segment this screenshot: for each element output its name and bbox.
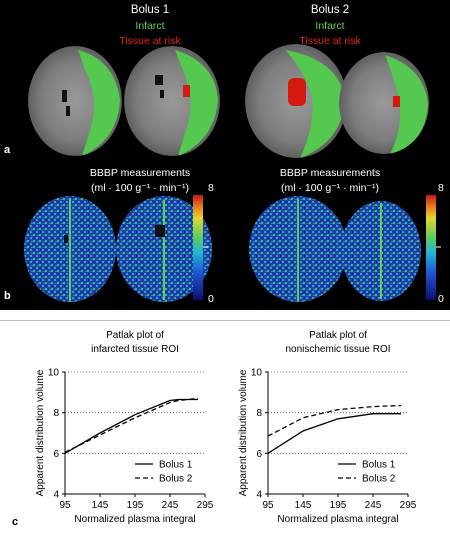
panel-b-label: b — [4, 290, 11, 302]
x-tick-label: 295 — [197, 500, 214, 511]
legend-risk-1: Tissue at risk — [119, 35, 181, 47]
x-axis-label: Normalized plasma integral — [277, 514, 398, 525]
bolus1-title: Bolus 1 — [130, 4, 170, 16]
y-tick-label: 10 — [48, 368, 60, 379]
y-tick-label: 4 — [53, 490, 59, 501]
legend-label: Bolus 2 — [362, 474, 396, 485]
y-tick-label: 6 — [256, 449, 262, 460]
brain-a3 — [245, 44, 347, 158]
brain-a1 — [28, 46, 122, 156]
legend-infarct-1: Infarct — [135, 20, 165, 32]
x-tick-label: 145 — [295, 500, 312, 511]
chart-title-line2: nonischemic tissue ROI — [285, 344, 390, 355]
y-tick-label: 8 — [53, 408, 59, 419]
y-axis-label: Apparent distribution volume — [238, 369, 249, 496]
panel-a-images — [28, 44, 429, 158]
panel-a-label: a — [4, 144, 11, 156]
legend-infarct-2: Infarct — [315, 20, 345, 32]
colorbar-1 — [193, 195, 203, 300]
series-line — [64, 397, 199, 453]
chart-title-line2: infarcted tissue ROI — [91, 344, 179, 355]
bbbp-title-1: BBBP measurements — [89, 167, 191, 179]
panel-c — [0, 320, 450, 540]
bbbp-unit-2: (ml · 100 g⁻¹ · min⁻¹) — [280, 182, 379, 194]
y-axis-label: Apparent distribution volume — [35, 369, 46, 496]
y-tick-label: 4 — [256, 490, 262, 501]
legend-risk-2: Tissue at risk — [299, 35, 361, 47]
series-line — [267, 413, 401, 454]
figure-panels-ab: Bolus 1 Infarct Tissue at risk Bolus 2 I… — [0, 0, 450, 310]
colorbar2-min: 0 — [438, 293, 444, 305]
legend-label: Bolus 1 — [159, 460, 193, 471]
x-tick-label: 145 — [92, 500, 109, 511]
legend-label: Bolus 2 — [159, 474, 193, 485]
chart-title-line1: Patlak plot of — [309, 330, 367, 341]
x-tick-label: 95 — [59, 500, 71, 511]
y-tick-label: 10 — [251, 368, 263, 379]
panel-b-images — [24, 195, 441, 302]
series-line — [267, 404, 402, 437]
brain-a2 — [124, 46, 220, 156]
x-tick-label: 245 — [162, 500, 179, 511]
colorbar-2 — [426, 195, 436, 300]
colorbar1-max: 8 — [208, 182, 214, 194]
bbbp-unit-1: (ml · 100 g⁻¹ · min⁻¹) — [90, 182, 189, 194]
bolus2-title: Bolus 2 — [310, 4, 350, 16]
x-axis-label: Normalized plasma integral — [74, 514, 195, 525]
colorbar2-max: 8 — [438, 182, 444, 194]
x-tick-label: 245 — [365, 500, 382, 511]
legend-label: Bolus 1 — [362, 460, 396, 471]
panel-c-label: c — [12, 516, 19, 528]
bbbp-title-2: BBBP measurements — [279, 167, 381, 179]
x-tick-label: 195 — [330, 500, 347, 511]
y-tick-label: 8 — [256, 408, 262, 419]
series-line — [64, 398, 198, 454]
x-tick-label: 295 — [400, 500, 417, 511]
colorbar1-min: 0 — [208, 293, 214, 305]
y-tick-label: 6 — [53, 449, 59, 460]
x-tick-label: 95 — [262, 500, 274, 511]
chart-title-line1: Patlak plot of — [106, 330, 164, 341]
brain-a4 — [339, 52, 429, 154]
x-tick-label: 195 — [127, 500, 144, 511]
panel-c-charts: Patlak plot of infarcted tissue ROI 4 6 8 10 9… — [35, 330, 417, 525]
